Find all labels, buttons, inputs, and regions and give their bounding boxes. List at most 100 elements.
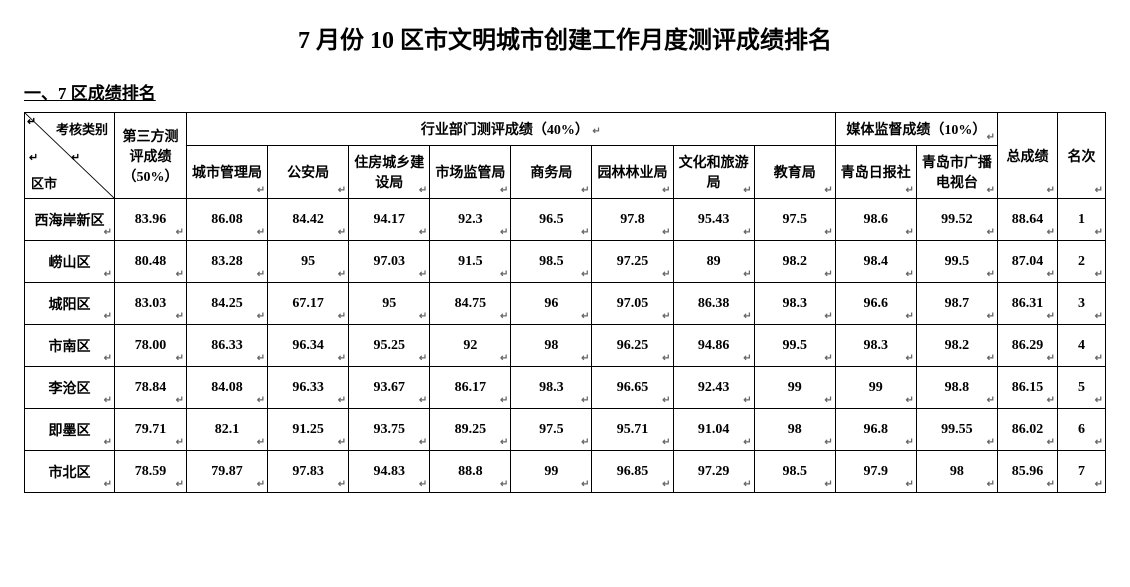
cell-dept: 97.25↵ [592, 241, 673, 283]
header-rank: 名次↵ [1058, 113, 1106, 199]
cell-dept: 94.83↵ [349, 451, 430, 493]
cell-total: 86.15↵ [998, 367, 1058, 409]
cell-dept: 86.17↵ [430, 367, 511, 409]
cell-dept: 84.42↵ [268, 199, 349, 241]
cell-dept: 96.25↵ [592, 325, 673, 367]
cell-dept: 99↵ [511, 451, 592, 493]
header-dept: 城市管理局↵ [187, 146, 268, 199]
cell-dept: 88.8↵ [430, 451, 511, 493]
cell-third: 78.84↵ [115, 367, 187, 409]
cell-dept: 97.5↵ [754, 199, 835, 241]
cell-dept: 91.25↵ [268, 409, 349, 451]
cell-rank: 1↵ [1058, 199, 1106, 241]
cell-dept: 79.87↵ [187, 451, 268, 493]
cell-total: 85.96↵ [998, 451, 1058, 493]
cell-third: 83.03↵ [115, 283, 187, 325]
table-row: 李沧区↵78.84↵84.08↵96.33↵93.67↵86.17↵98.3↵9… [25, 367, 1106, 409]
cell-dept: 91.5↵ [430, 241, 511, 283]
cell-district: 李沧区↵ [25, 367, 115, 409]
cell-media: 96.8↵ [835, 409, 916, 451]
cell-dept: 86.08↵ [187, 199, 268, 241]
cell-dept: 97.29↵ [673, 451, 754, 493]
cell-media: 98.2↵ [916, 325, 997, 367]
header-dept: 市场监管局↵ [430, 146, 511, 199]
cell-dept: 95.71↵ [592, 409, 673, 451]
header-diagonal: ↵ 考核类别 ↵ ↵ 区市 [25, 113, 115, 199]
cell-total: 87.04↵ [998, 241, 1058, 283]
cell-rank: 5↵ [1058, 367, 1106, 409]
cell-third: 78.59↵ [115, 451, 187, 493]
header-diag-bottom: 区市 [31, 173, 57, 192]
header-dept: 园林林业局↵ [592, 146, 673, 199]
cell-dept: 86.38↵ [673, 283, 754, 325]
cell-dept: 98.3↵ [511, 367, 592, 409]
header-total: 总成绩↵ [998, 113, 1058, 199]
section-subtitle: 一、7 区成绩排名 [24, 79, 1106, 104]
cell-district: 市北区↵ [25, 451, 115, 493]
cell-dept: 97.8↵ [592, 199, 673, 241]
cell-dept: 99↵ [754, 367, 835, 409]
header-media-group: 媒体监督成绩（10%）↵ [835, 113, 997, 146]
cell-rank: 2↵ [1058, 241, 1106, 283]
cell-dept: 86.33↵ [187, 325, 268, 367]
table-row: 崂山区↵80.48↵83.28↵95↵97.03↵91.5↵98.5↵97.25… [25, 241, 1106, 283]
cell-dept: 98↵ [754, 409, 835, 451]
cell-district: 即墨区↵ [25, 409, 115, 451]
cell-dept: 96.85↵ [592, 451, 673, 493]
cell-dept: 92↵ [430, 325, 511, 367]
cell-dept: 97.03↵ [349, 241, 430, 283]
cell-dept: 98.5↵ [511, 241, 592, 283]
cell-dept: 96.5↵ [511, 199, 592, 241]
cell-dept: 92.43↵ [673, 367, 754, 409]
table-row: 市南区↵78.00↵86.33↵96.34↵95.25↵92↵98↵96.25↵… [25, 325, 1106, 367]
table-row: 市北区↵78.59↵79.87↵97.83↵94.83↵88.8↵99↵96.8… [25, 451, 1106, 493]
header-third-party: 第三方测评成绩（50%） [115, 113, 187, 199]
cell-third: 78.00↵ [115, 325, 187, 367]
cell-total: 86.29↵ [998, 325, 1058, 367]
cell-media: 96.6↵ [835, 283, 916, 325]
cell-dept: 95.25↵ [349, 325, 430, 367]
header-dept: 住房城乡建设局↵ [349, 146, 430, 199]
cell-media: 99.5↵ [916, 241, 997, 283]
cell-dept: 84.75↵ [430, 283, 511, 325]
cell-third: 79.71↵ [115, 409, 187, 451]
cell-district: 西海岸新区↵ [25, 199, 115, 241]
page-title: 7 月份 10 区市文明城市创建工作月度测评成绩排名 [24, 20, 1106, 55]
cell-rank: 4↵ [1058, 325, 1106, 367]
header-row-2: 城市管理局↵ 公安局↵ 住房城乡建设局↵ 市场监管局↵ 商务局↵ 园林林业局↵ … [25, 146, 1106, 199]
cell-dept: 98.2↵ [754, 241, 835, 283]
cell-total: 86.31↵ [998, 283, 1058, 325]
cell-district: 崂山区↵ [25, 241, 115, 283]
cell-third: 83.96↵ [115, 199, 187, 241]
cell-dept: 93.67↵ [349, 367, 430, 409]
cell-dept: 99.5↵ [754, 325, 835, 367]
header-media: 青岛日报社↵ [835, 146, 916, 199]
table-row: 即墨区↵79.71↵82.1↵91.25↵93.75↵89.25↵97.5↵95… [25, 409, 1106, 451]
cell-dept: 96.65↵ [592, 367, 673, 409]
cell-dept: 83.28↵ [187, 241, 268, 283]
cell-dept: 98.5↵ [754, 451, 835, 493]
cell-dept: 96.34↵ [268, 325, 349, 367]
cell-media: 97.9↵ [835, 451, 916, 493]
cell-dept: 97.83↵ [268, 451, 349, 493]
cell-dept: 84.25↵ [187, 283, 268, 325]
cell-media: 99↵ [835, 367, 916, 409]
cell-district: 市南区↵ [25, 325, 115, 367]
cell-dept: 89.25↵ [430, 409, 511, 451]
table-row: 城阳区↵83.03↵84.25↵67.17↵95↵84.75↵96↵97.05↵… [25, 283, 1106, 325]
header-dept: 公安局↵ [268, 146, 349, 199]
cell-dept: 89↵ [673, 241, 754, 283]
cell-dept: 97.5↵ [511, 409, 592, 451]
cell-media: 99.52↵ [916, 199, 997, 241]
cell-media: 98.8↵ [916, 367, 997, 409]
cell-district: 城阳区↵ [25, 283, 115, 325]
cell-dept: 84.08↵ [187, 367, 268, 409]
cell-dept: 95.43↵ [673, 199, 754, 241]
ranking-table: ↵ 考核类别 ↵ ↵ 区市 第三方测评成绩（50%） 行业部门测评成绩（40%）… [24, 112, 1106, 493]
cell-media: 99.55↵ [916, 409, 997, 451]
cell-dept: 95↵ [268, 241, 349, 283]
cell-dept: 96↵ [511, 283, 592, 325]
table-row: 西海岸新区↵83.96↵86.08↵84.42↵94.17↵92.3↵96.5↵… [25, 199, 1106, 241]
cell-total: 88.64↵ [998, 199, 1058, 241]
cell-media: 98.7↵ [916, 283, 997, 325]
